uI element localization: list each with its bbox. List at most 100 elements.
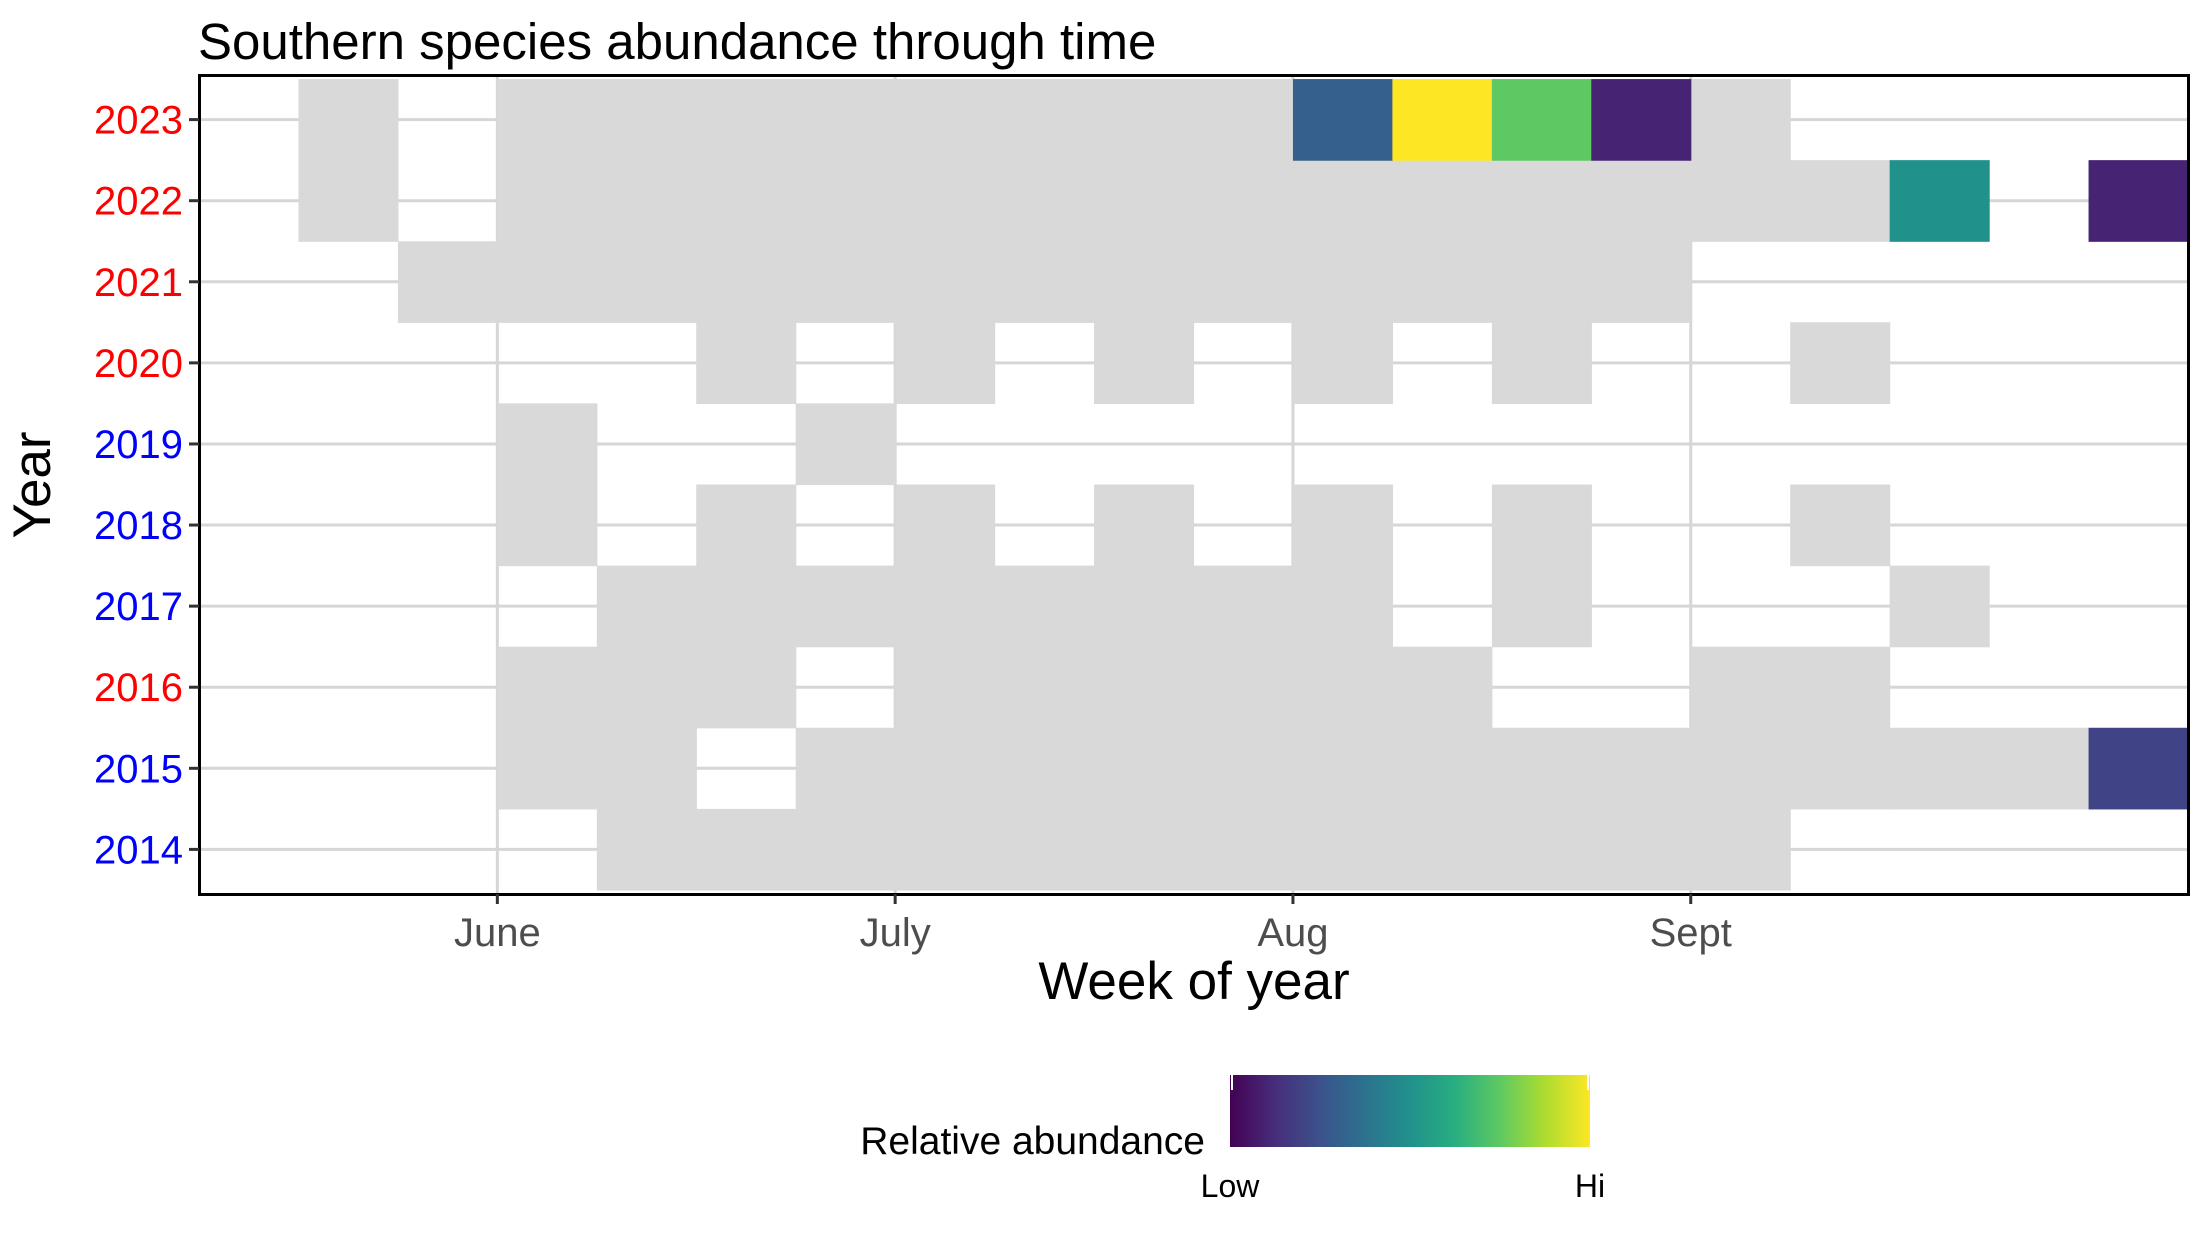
sampled-cell — [1790, 646, 1891, 729]
legend-title: Relative abundance — [860, 1120, 1205, 1163]
sampled-cell — [994, 808, 1095, 891]
sampled-cell — [696, 646, 797, 729]
sampled-cell — [596, 79, 697, 161]
sampled-cell — [1491, 160, 1592, 242]
sampled-cell — [895, 322, 996, 405]
legend-colorbar — [1230, 1075, 1590, 1147]
y-tick-label: 2023 — [94, 99, 183, 143]
abundance-cell — [1292, 79, 1393, 161]
sampled-cell — [1193, 79, 1294, 161]
sampled-cell — [1591, 808, 1692, 891]
x-tick-label: July — [860, 911, 931, 955]
sampled-cell — [1790, 160, 1891, 242]
sampled-cell — [1591, 241, 1692, 323]
sampled-cell — [1292, 565, 1393, 648]
sampled-cell — [1392, 241, 1493, 323]
sampled-cell — [1094, 484, 1195, 567]
sampled-cell — [1094, 565, 1195, 648]
sampled-cell — [1094, 808, 1195, 891]
sampled-cell — [696, 484, 797, 567]
sampled-cell — [1193, 565, 1294, 648]
sampled-cell — [795, 79, 896, 161]
y-tick-label: 2014 — [94, 828, 183, 872]
sampled-cell — [1790, 484, 1891, 567]
abundance-cell — [1491, 79, 1592, 161]
sampled-cell — [1094, 727, 1195, 810]
y-tick-label: 2020 — [94, 342, 183, 386]
sampled-cell — [1292, 484, 1393, 567]
sampled-cell — [1193, 727, 1294, 810]
sampled-cell — [1690, 646, 1791, 729]
sampled-cell — [1989, 727, 2090, 810]
sampled-cell — [1193, 808, 1294, 891]
sampled-cell — [497, 646, 598, 729]
sampled-cell — [497, 79, 598, 161]
sampled-cell — [1193, 646, 1294, 729]
sampled-cell — [696, 808, 797, 891]
sampled-cell — [1889, 565, 1990, 648]
sampled-cell — [1591, 727, 1692, 810]
y-tick-label: 2016 — [94, 666, 183, 710]
y-tick-label: 2018 — [94, 504, 183, 548]
legend: Relative abundance Low Hi — [860, 1075, 1605, 1204]
sampled-cell — [1292, 241, 1393, 323]
sampled-cell — [497, 727, 598, 810]
sampled-cell — [696, 241, 797, 323]
sampled-cell — [1491, 322, 1592, 405]
sampled-cell — [895, 565, 996, 648]
sampled-cell — [1193, 241, 1294, 323]
sampled-cell — [795, 160, 896, 242]
x-axis-title: Week of year — [1038, 952, 1349, 1011]
y-tick-label: 2022 — [94, 180, 183, 224]
sampled-cell — [1094, 160, 1195, 242]
sampled-cell — [1591, 160, 1692, 242]
sampled-cell — [596, 241, 697, 323]
sampled-cell — [895, 646, 996, 729]
sampled-cell — [596, 160, 697, 242]
sampled-cell — [994, 241, 1095, 323]
sampled-cell — [1690, 808, 1791, 891]
sampled-cell — [795, 241, 896, 323]
sampled-cell — [696, 565, 797, 648]
plot-panel-border — [198, 74, 2190, 896]
sampled-cell — [397, 241, 498, 323]
sampled-cell — [596, 808, 697, 891]
sampled-cell — [795, 727, 896, 810]
sampled-cell — [1094, 646, 1195, 729]
abundance-cell — [1392, 79, 1493, 161]
chart-title: Southern species abundance through time — [198, 13, 1156, 70]
sampled-cell — [596, 565, 697, 648]
sampled-cell — [497, 241, 598, 323]
y-axis: 2014 2015 2016 2017 2018 2019 2020 2021 2022 2023 — [94, 99, 199, 872]
sampled-cell — [994, 727, 1095, 810]
sampled-cell — [596, 727, 697, 810]
sampled-cell — [1292, 646, 1393, 729]
sampled-cell — [298, 79, 399, 161]
sampled-cell — [1491, 484, 1592, 567]
sampled-cell — [1292, 160, 1393, 242]
sampled-cell — [1690, 727, 1791, 810]
sampled-cell — [1392, 646, 1493, 729]
sampled-cell — [596, 646, 697, 729]
sampled-cell — [895, 727, 996, 810]
sampled-cell — [895, 241, 996, 323]
sampled-cell — [696, 322, 797, 405]
sampled-cell — [1094, 241, 1195, 323]
sampled-cell — [1094, 79, 1195, 161]
sampled-cell — [994, 565, 1095, 648]
sampled-cell — [895, 79, 996, 161]
sampled-cell — [895, 160, 996, 242]
sampled-cell — [795, 808, 896, 891]
sampled-cell — [1193, 160, 1294, 242]
sampled-cell — [795, 403, 896, 486]
sampled-cell — [1889, 727, 1990, 810]
sampled-cell — [795, 565, 896, 648]
sampled-cell — [1790, 322, 1891, 405]
sampled-cell — [1690, 79, 1791, 161]
sampled-cell — [1392, 808, 1493, 891]
sampled-cell — [994, 79, 1095, 161]
sampled-cell — [1491, 565, 1592, 648]
sampled-cell — [1491, 808, 1592, 891]
sampled-cell — [994, 646, 1095, 729]
sampled-cell — [298, 160, 399, 242]
